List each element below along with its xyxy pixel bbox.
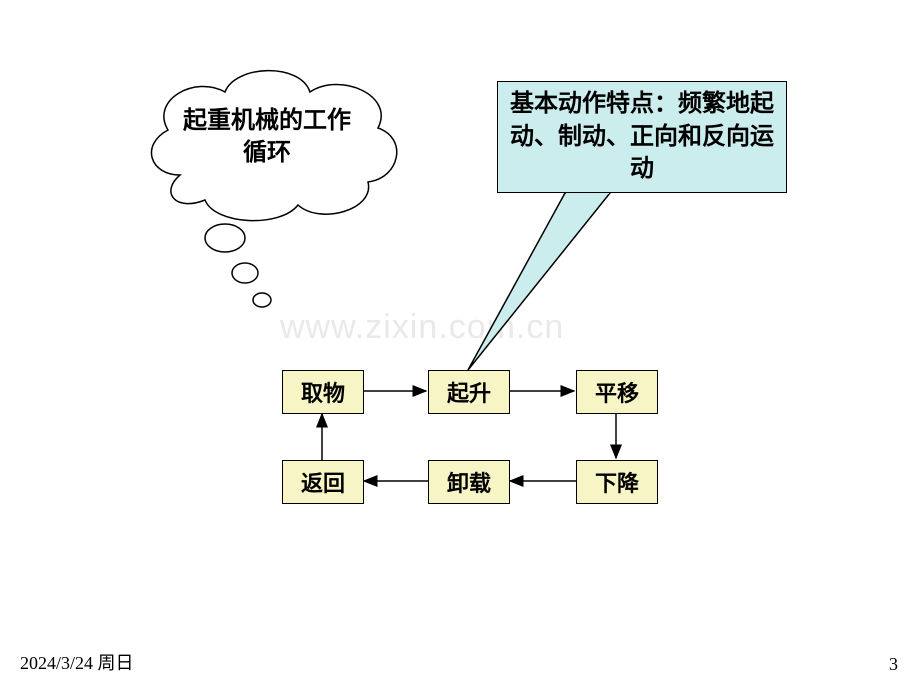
footer-page-number: 3: [889, 654, 898, 675]
flow-node-平移: 平移: [576, 370, 658, 414]
flow-node-取物: 取物: [282, 370, 364, 414]
callout-box: 基本动作特点：频繁地起动、制动、正向和反向运动: [497, 81, 787, 193]
watermark-text: www.zixin.com.cn: [280, 308, 564, 347]
flow-node-label: 返回: [301, 466, 345, 498]
flow-node-下降: 下降: [576, 460, 658, 504]
flow-node-label: 平移: [595, 376, 639, 408]
flow-node-返回: 返回: [282, 460, 364, 504]
flow-node-起升: 起升: [428, 370, 510, 414]
footer-date: 2024/3/24 周日: [20, 649, 134, 675]
flow-node-label: 下降: [595, 466, 639, 498]
flow-node-label: 起升: [447, 376, 491, 408]
cloud-label: 起重机械的工作循环: [172, 105, 362, 170]
callout-text: 基本动作特点：频繁地起动、制动、正向和反向运动: [506, 88, 778, 185]
flow-node-卸载: 卸载: [428, 460, 510, 504]
flow-node-label: 卸载: [447, 466, 491, 498]
flow-node-label: 取物: [301, 376, 345, 408]
